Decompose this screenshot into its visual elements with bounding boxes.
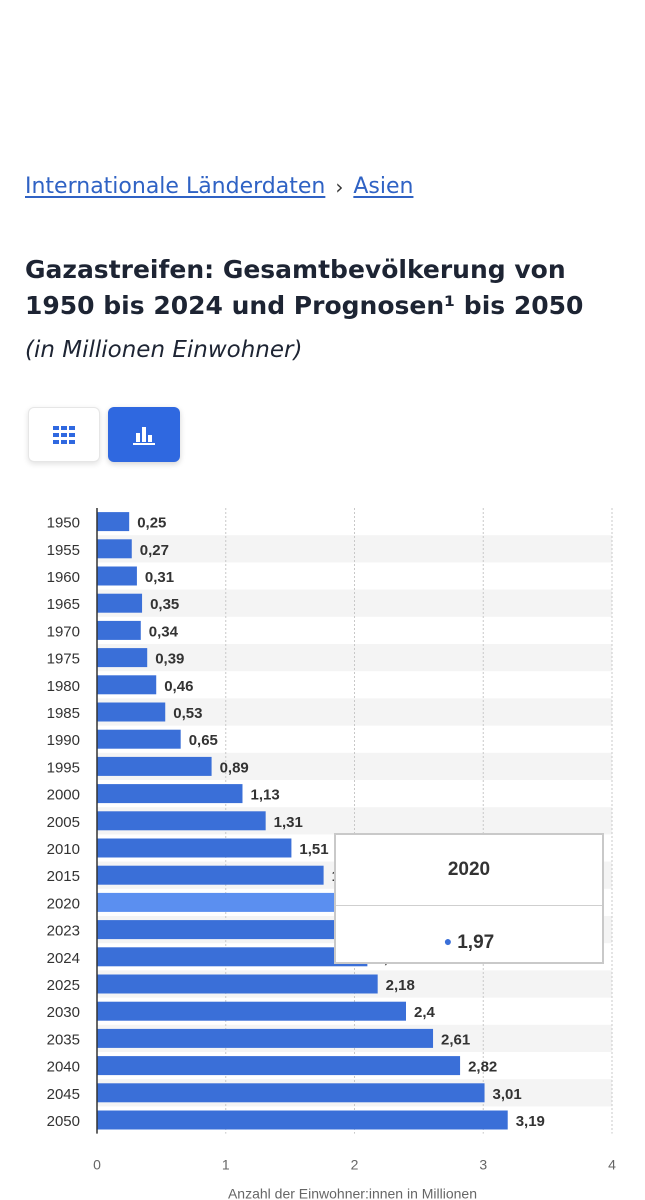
breadcrumb: Internationale Länderdaten › Asien bbox=[25, 174, 413, 199]
category-label: 2020 bbox=[47, 895, 80, 912]
x-tick-label: 4 bbox=[608, 1157, 616, 1173]
chart-view-button[interactable] bbox=[108, 407, 180, 462]
category-label: 2050 bbox=[47, 1113, 80, 1130]
bar bbox=[97, 892, 351, 912]
category-label: 1980 bbox=[47, 678, 80, 695]
data-label: 0,27 bbox=[140, 542, 169, 559]
data-label: 1,31 bbox=[274, 814, 303, 831]
data-label: 0,39 bbox=[155, 651, 184, 668]
bar bbox=[97, 1056, 461, 1076]
data-label: 0,34 bbox=[149, 623, 179, 640]
category-label: 2045 bbox=[47, 1086, 80, 1103]
bar bbox=[97, 593, 143, 613]
table-view-button[interactable] bbox=[28, 407, 100, 462]
category-label: 1960 bbox=[47, 569, 80, 586]
bar bbox=[97, 675, 157, 695]
category-label: 2015 bbox=[47, 868, 80, 885]
bar bbox=[97, 1110, 508, 1130]
page-subtitle: (in Millionen Einwohner) bbox=[25, 337, 303, 363]
category-label: 2030 bbox=[47, 1004, 80, 1021]
category-label: 1955 bbox=[47, 542, 80, 559]
tooltip-value: 1,97 bbox=[457, 932, 495, 953]
category-label: 1975 bbox=[47, 651, 80, 668]
bar bbox=[97, 865, 324, 885]
data-label: 3,01 bbox=[493, 1086, 522, 1103]
data-label: 2,82 bbox=[468, 1059, 497, 1076]
x-tick-label: 1 bbox=[222, 1157, 230, 1173]
bar bbox=[97, 1001, 406, 1021]
bar bbox=[97, 756, 212, 776]
bar bbox=[97, 702, 166, 722]
bar bbox=[97, 539, 132, 559]
category-label: 1985 bbox=[47, 705, 80, 722]
category-label: 2005 bbox=[47, 814, 80, 831]
category-label: 1950 bbox=[47, 515, 80, 532]
data-label: 0,25 bbox=[137, 515, 166, 532]
category-label: 2023 bbox=[47, 923, 80, 940]
category-label: 2000 bbox=[47, 787, 80, 804]
x-tick-label: 0 bbox=[93, 1157, 101, 1173]
data-label: 2,61 bbox=[441, 1031, 470, 1048]
page-title: Gazastreifen: Gesamtbevölkerung von 1950… bbox=[25, 255, 584, 320]
x-tick-label: 2 bbox=[351, 1157, 359, 1173]
data-label: 1,13 bbox=[250, 787, 279, 804]
data-label: 0,31 bbox=[145, 569, 174, 586]
category-label: 2010 bbox=[47, 841, 80, 858]
breadcrumb-separator: › bbox=[335, 174, 344, 199]
data-label: 0,46 bbox=[164, 678, 193, 695]
category-label: 2035 bbox=[47, 1031, 80, 1048]
bar bbox=[97, 784, 243, 804]
bar bbox=[97, 838, 292, 858]
bar bbox=[97, 620, 141, 640]
bar-chart-icon bbox=[133, 426, 155, 445]
bar bbox=[97, 1083, 485, 1103]
data-label: 2,18 bbox=[386, 977, 415, 994]
tooltip-divider bbox=[336, 905, 602, 906]
series-dot-icon: ● bbox=[443, 933, 453, 949]
tooltip-title: 2020 bbox=[447, 859, 491, 880]
bar bbox=[97, 920, 361, 940]
data-label: 0,89 bbox=[220, 759, 249, 776]
breadcrumb-link-asien[interactable]: Asien bbox=[353, 174, 414, 199]
breadcrumb-link-international[interactable]: Internationale Länderdaten bbox=[25, 174, 326, 199]
bar bbox=[97, 729, 181, 749]
category-label: 1970 bbox=[47, 623, 80, 640]
category-label: 2040 bbox=[47, 1059, 80, 1076]
bar bbox=[97, 648, 148, 668]
data-label: 0,65 bbox=[189, 732, 218, 749]
tooltip-value-row: ● 1,97 bbox=[336, 932, 602, 954]
category-label: 1990 bbox=[47, 732, 80, 749]
data-label: 3,19 bbox=[516, 1113, 545, 1130]
x-axis-title: Anzahl der Einwohner:innen in Millionen bbox=[228, 1186, 477, 1200]
chart-tooltip: 2020 ● 1,97 bbox=[334, 833, 604, 964]
x-tick-label: 3 bbox=[479, 1157, 487, 1173]
data-label: 0,35 bbox=[150, 596, 179, 613]
data-label: 0,53 bbox=[173, 705, 202, 722]
bar bbox=[97, 974, 378, 994]
category-label: 2024 bbox=[47, 950, 80, 967]
category-label: 1965 bbox=[47, 596, 80, 613]
bar bbox=[97, 512, 130, 532]
data-label: 1,51 bbox=[299, 841, 328, 858]
bar bbox=[97, 947, 368, 967]
bar bbox=[97, 811, 266, 831]
bar bbox=[97, 566, 137, 586]
category-label: 2025 bbox=[47, 977, 80, 994]
table-grid-icon bbox=[53, 425, 75, 444]
data-label: 2,4 bbox=[414, 1004, 436, 1021]
bar bbox=[97, 1028, 434, 1048]
category-label: 1995 bbox=[47, 759, 80, 776]
